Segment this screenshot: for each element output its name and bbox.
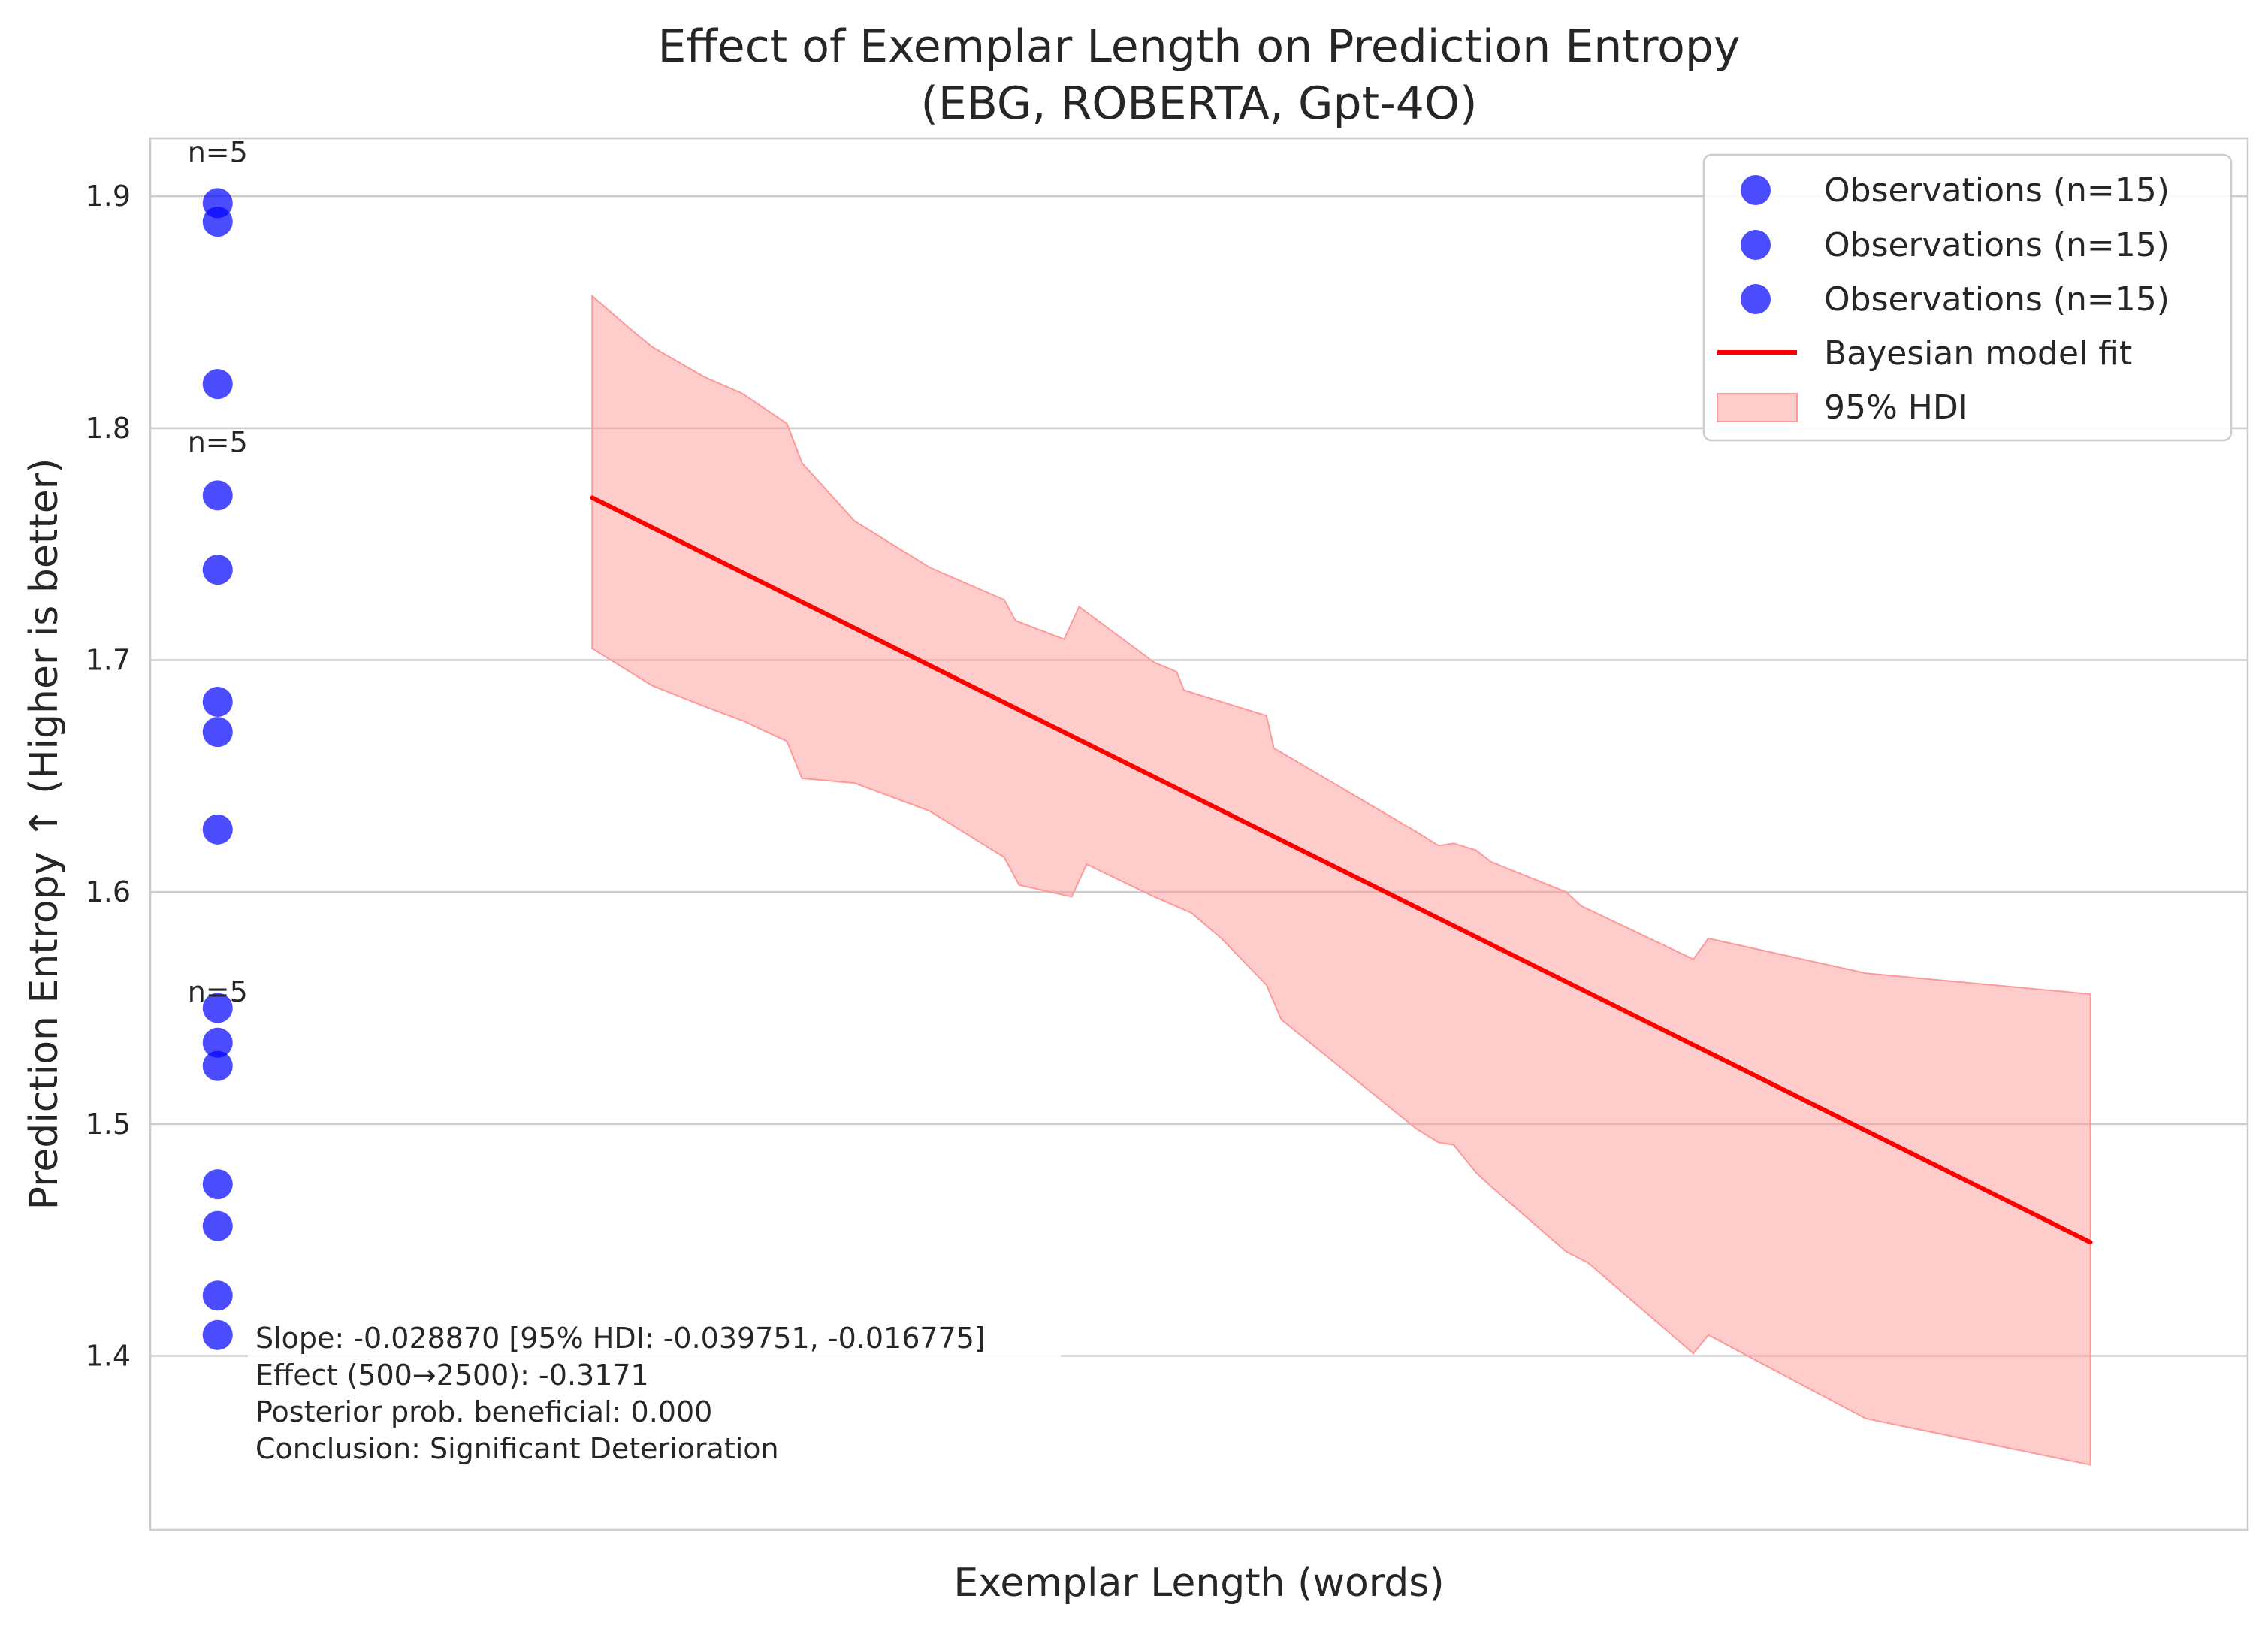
observation-point-series-1 — [202, 480, 233, 511]
y-tick-labels: 1.4 1.5 1.6 1.7 1.8 1.9 — [86, 180, 131, 1372]
observation-point-series-2 — [202, 993, 233, 1023]
legend-label-hdi: 95% HDI — [1824, 388, 1968, 427]
legend: Observations (n=15) Observations (n=15) … — [1702, 153, 2233, 442]
hdi-band — [591, 294, 2091, 1466]
y-tick-label: 1.7 — [86, 644, 131, 677]
x-axis-label: Exemplar Length (words) — [953, 1561, 1444, 1606]
observation-point-series-3 — [202, 1319, 233, 1350]
observation-point-series-1 — [202, 369, 233, 400]
legend-label-observations-1: Observations (n=15) — [1824, 171, 2170, 210]
legend-label-observations-2: Observations (n=15) — [1824, 226, 2170, 264]
observation-point-series-2 — [202, 717, 233, 748]
hdi-band-layer — [591, 294, 2091, 1466]
legend-label-observations-3: Observations (n=15) — [1824, 280, 2170, 319]
legend-box — [1702, 153, 2233, 442]
y-tick-label: 1.4 — [86, 1340, 131, 1373]
legend-marker-observations-2 — [1741, 230, 1771, 260]
observation-point-series-2 — [202, 1027, 233, 1058]
legend-marker-observations-1 — [1741, 175, 1771, 205]
legend-marker-hdi — [1717, 393, 1798, 422]
y-tick-label: 1.5 — [86, 1108, 131, 1141]
y-tick-label: 1.6 — [86, 875, 131, 908]
observation-points — [202, 188, 233, 1350]
stats-slope: Slope: -0.028870 [95% HDI: -0.039751, -0… — [255, 1322, 986, 1355]
legend-marker-observations-3 — [1741, 284, 1771, 314]
fit-line — [590, 495, 2093, 1245]
chart-subtitle: (EBG, ROBERTA, Gpt-4O) — [920, 77, 1477, 130]
observation-point-series-3 — [202, 1169, 233, 1200]
observation-point-series-2 — [202, 687, 233, 718]
observation-point-series-3 — [202, 1050, 233, 1081]
observation-point-series-2 — [202, 814, 233, 845]
group-count-label: n=5 — [188, 136, 248, 169]
observation-point-series-1 — [202, 555, 233, 585]
observation-point-series-1 — [202, 207, 233, 237]
observation-point-series-3 — [202, 1210, 233, 1241]
stats-posterior: Posterior prob. beneficial: 0.000 — [255, 1395, 712, 1428]
stats-annotation: Slope: -0.028870 [95% HDI: -0.039751, -0… — [248, 1316, 1061, 1465]
stats-conclusion: Conclusion: Significant Deterioration — [255, 1432, 779, 1465]
group-count-label: n=5 — [188, 425, 248, 458]
legend-label-fit: Bayesian model fit — [1824, 334, 2132, 373]
group-count-label: n=5 — [188, 975, 248, 1008]
y-tick-label: 1.9 — [86, 180, 131, 213]
fit-line-layer — [590, 495, 2093, 1245]
y-axis-label: Prediction Entropy ↑ (Higher is better) — [22, 458, 67, 1210]
group-count-labels: n=5 n=5 n=5 — [188, 136, 248, 1008]
stats-effect: Effect (500→2500): -0.3171 — [255, 1359, 649, 1392]
stats-box-background — [248, 1316, 1061, 1465]
chart-title: Effect of Exemplar Length on Prediction … — [658, 20, 1741, 73]
y-tick-label: 1.8 — [86, 412, 131, 445]
observation-point-series-3 — [202, 1280, 233, 1311]
